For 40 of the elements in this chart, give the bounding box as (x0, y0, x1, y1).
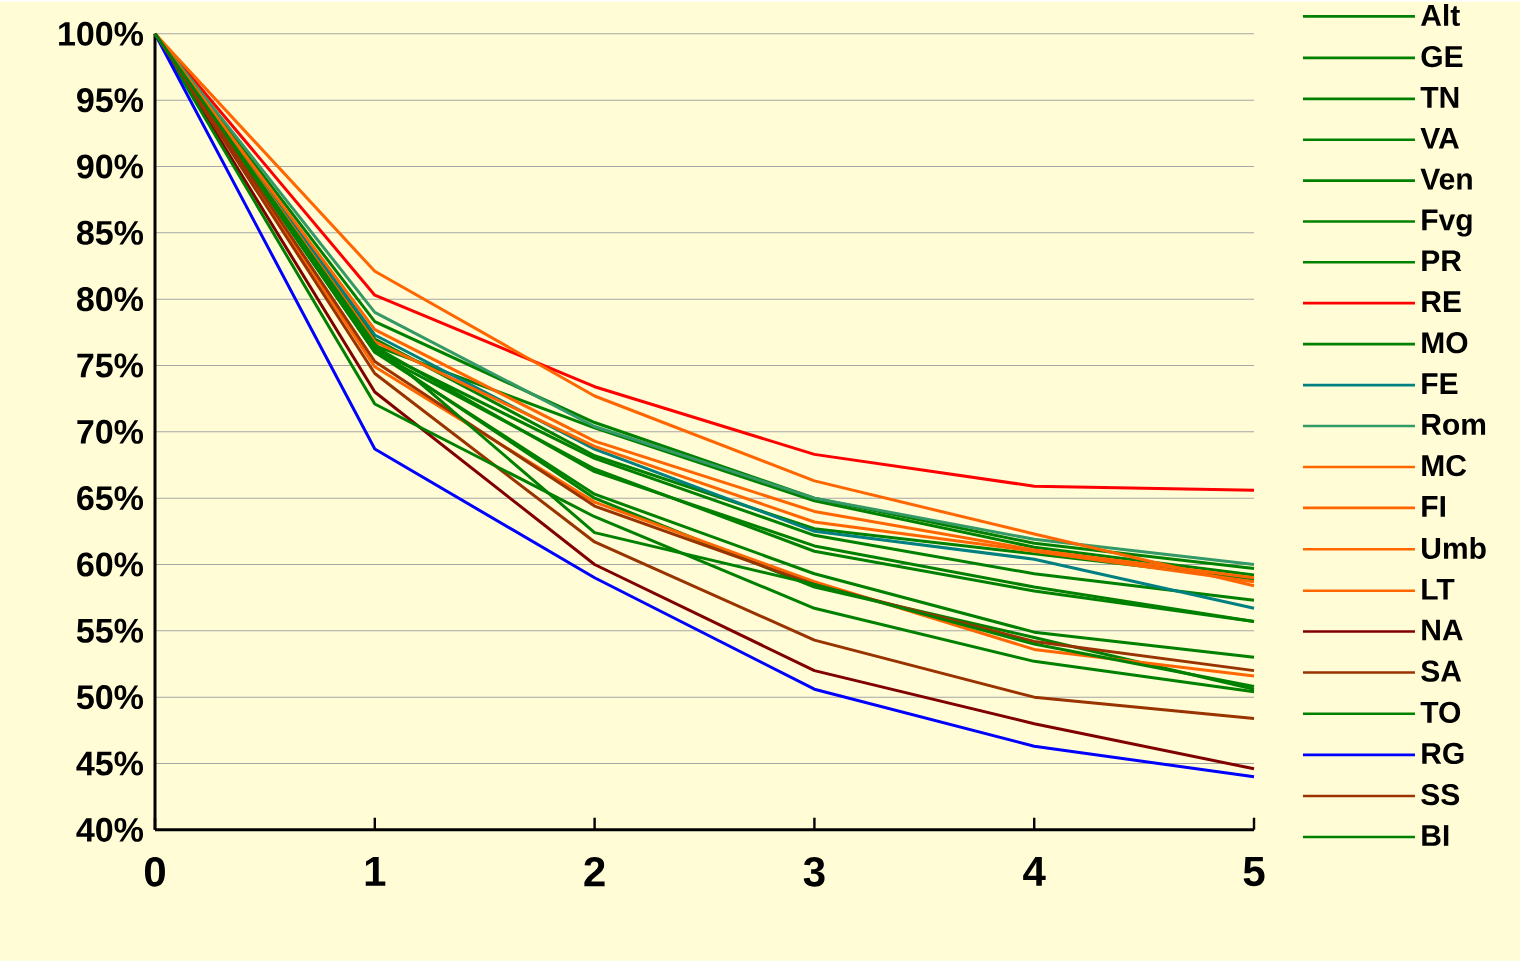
x-tick-label: 2 (584, 856, 605, 887)
y-tick-label: 45% (76, 751, 144, 776)
y-tick-label: 70% (77, 419, 144, 444)
y-tick-label: 95% (77, 88, 144, 113)
y-tick-label: 85% (76, 220, 144, 245)
legend-label: TN (1420, 87, 1459, 108)
legend-label: LT (1422, 578, 1455, 600)
y-tick-label: 75% (77, 353, 144, 378)
legend-label: VA (1420, 128, 1459, 149)
legend-label: GE (1421, 46, 1463, 68)
y-tick-label: 80% (76, 287, 144, 312)
legend-label: BI (1422, 825, 1449, 846)
y-tick-label: 50% (76, 685, 144, 710)
x-tick-label: 1 (365, 856, 386, 886)
legend-label: FI (1422, 496, 1445, 517)
legend-label: MC (1422, 455, 1467, 477)
x-tick-label: 4 (1023, 856, 1046, 886)
legend-label: NA (1422, 619, 1463, 641)
y-tick-label: 65% (77, 486, 144, 511)
legend-label: SA (1421, 660, 1462, 682)
y-tick-label: 40% (76, 817, 144, 842)
y-tick-label: 60% (77, 552, 144, 577)
x-tick-label: 3 (803, 856, 825, 887)
legend-label: Fvg (1422, 209, 1472, 237)
legend-label: SS (1421, 784, 1460, 806)
legend-label: TO (1420, 701, 1461, 724)
legend-label: Ven (1420, 168, 1472, 190)
x-tick-label: 0 (144, 856, 165, 887)
legend-label: PR (1422, 250, 1462, 272)
y-tick-label: 90% (77, 154, 144, 179)
legend-label: FE (1422, 373, 1458, 394)
x-tick-label: 5 (1243, 856, 1265, 887)
y-tick-label: 55% (76, 618, 144, 643)
legend-label: Umb (1422, 537, 1486, 560)
legend-label: Alt (1421, 4, 1460, 27)
legend-label: Rom (1422, 414, 1486, 436)
y-tick-label: 100% (59, 21, 144, 46)
legend-label: RE (1422, 291, 1461, 313)
legend-label: MO (1422, 332, 1468, 354)
legend-label: RG (1422, 742, 1464, 765)
